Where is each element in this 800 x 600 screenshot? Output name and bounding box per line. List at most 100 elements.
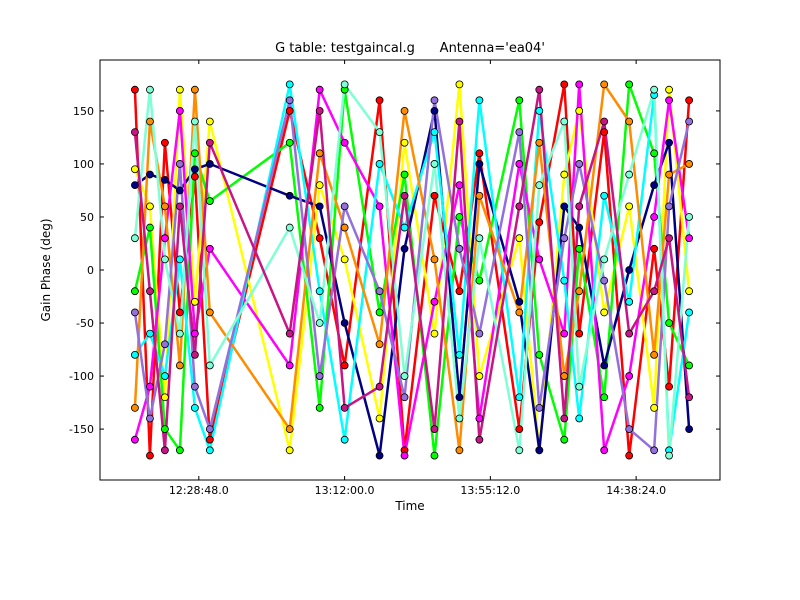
data-point (175, 202, 184, 211)
data-point (685, 361, 694, 370)
data-point (175, 160, 184, 168)
data-point (430, 425, 439, 433)
data-point (175, 107, 184, 115)
data-point (315, 181, 324, 190)
data-point (560, 80, 569, 89)
data-point (665, 138, 674, 147)
data-point (285, 425, 294, 433)
data-point (475, 160, 484, 168)
data-point (650, 287, 659, 296)
data-point (205, 425, 214, 433)
data-point (315, 85, 324, 94)
data-point (535, 218, 544, 227)
data-point (535, 85, 544, 94)
data-point (650, 446, 659, 455)
data-point (315, 287, 324, 296)
data-point (131, 403, 139, 412)
data-point (515, 128, 524, 137)
data-point (455, 393, 464, 402)
data-point (315, 319, 324, 327)
data-point (625, 117, 634, 126)
data-point (560, 202, 569, 211)
data-point (161, 234, 169, 243)
data-point (131, 234, 139, 243)
data-point (600, 361, 609, 370)
data-point (146, 117, 154, 126)
data-point (430, 191, 439, 200)
data-point (400, 372, 409, 380)
data-point (625, 372, 634, 380)
data-point (575, 80, 584, 89)
data-point (685, 393, 694, 402)
data-point (190, 149, 199, 158)
data-point (475, 234, 484, 243)
data-point (475, 276, 484, 285)
data-point (515, 234, 524, 243)
data-point (190, 297, 199, 306)
data-point (665, 319, 674, 327)
data-point (515, 160, 524, 168)
data-point (430, 255, 439, 264)
data-point (340, 319, 349, 327)
x-tick-label: 14:38:24.0 (606, 484, 666, 497)
data-point (625, 80, 634, 89)
data-point (285, 107, 294, 115)
data-point (535, 350, 544, 359)
data-point (375, 287, 384, 296)
data-point (575, 202, 584, 211)
data-point (600, 80, 609, 89)
data-point (340, 255, 349, 264)
data-point (430, 297, 439, 306)
x-axis-label: Time (394, 499, 424, 513)
data-point (146, 451, 154, 460)
data-point (575, 382, 584, 391)
data-point (575, 223, 584, 232)
data-point (600, 255, 609, 264)
data-point (131, 85, 139, 94)
data-point (131, 350, 139, 359)
data-point (175, 361, 184, 370)
data-point (560, 414, 569, 423)
data-point (560, 435, 569, 444)
data-point (560, 329, 569, 338)
data-point (575, 414, 584, 423)
data-point (515, 297, 524, 306)
data-point (575, 244, 584, 253)
data-point (375, 340, 384, 349)
data-point (600, 446, 609, 455)
data-point (560, 372, 569, 380)
data-point (161, 393, 169, 402)
data-point (146, 414, 154, 423)
y-axis-label: Gain Phase (deg) (39, 218, 53, 321)
data-point (665, 96, 674, 105)
data-point (146, 382, 154, 391)
data-point (175, 85, 184, 94)
data-point (146, 287, 154, 296)
y-tick-label: 0 (87, 264, 94, 277)
data-point (285, 361, 294, 370)
data-point (340, 223, 349, 232)
data-point (475, 149, 484, 158)
data-point (190, 172, 199, 181)
data-point (685, 308, 694, 317)
data-point (600, 117, 609, 126)
data-point (375, 308, 384, 317)
data-point (400, 191, 409, 200)
data-point (340, 435, 349, 444)
data-point (205, 308, 214, 317)
data-point (430, 451, 439, 460)
data-point (515, 393, 524, 402)
data-point (146, 170, 154, 179)
x-tick-label: 12:28:48.0 (169, 484, 229, 497)
data-point (475, 414, 484, 423)
data-point (285, 446, 294, 455)
data-point (131, 308, 139, 317)
data-point (161, 255, 169, 264)
data-point (455, 244, 464, 253)
data-point (340, 361, 349, 370)
data-point (285, 329, 294, 338)
data-point (650, 403, 659, 412)
data-point (575, 160, 584, 168)
